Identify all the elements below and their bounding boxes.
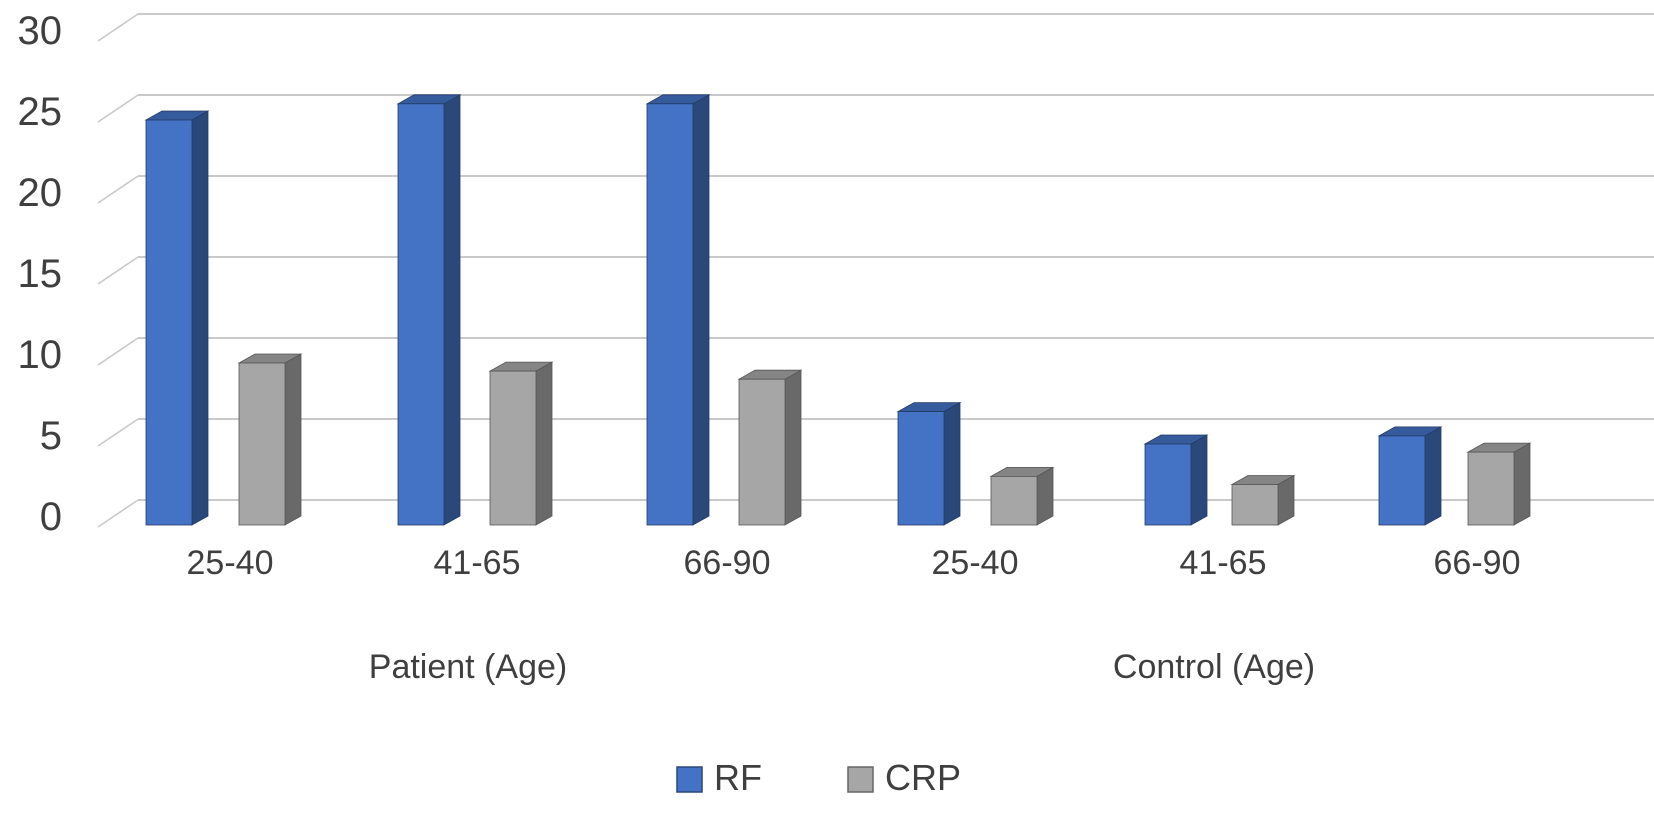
legend-swatch-crp	[847, 766, 874, 793]
bar-rf-2	[646, 103, 694, 526]
group-label: Control (Age)	[1113, 648, 1315, 686]
bar-crp-5	[1467, 451, 1515, 526]
y-axis-tick	[97, 499, 139, 528]
y-axis-tick-label: 0	[40, 495, 62, 539]
bar-crp-0	[238, 362, 286, 526]
category-label: 41-65	[434, 544, 521, 582]
y-axis-tick-label: 20	[18, 171, 63, 215]
y-axis-tick-label: 30	[18, 9, 63, 53]
bar-rf-0-side-face	[191, 110, 209, 526]
y-axis-tick-label: 25	[18, 90, 63, 134]
bar-rf-2-side-face	[692, 94, 710, 526]
legend-label-rf: RF	[714, 757, 762, 798]
bar-rf-5-side-face	[1424, 426, 1442, 526]
bar-crp-1	[489, 370, 537, 526]
bar-rf-3-side-face	[943, 401, 961, 526]
legend-swatch-rf	[676, 766, 703, 793]
bar-crp-4	[1231, 484, 1279, 526]
category-label: 25-40	[932, 544, 1019, 582]
legend-label-crp: CRP	[885, 757, 961, 798]
category-label: 66-90	[1434, 544, 1521, 582]
bar-crp-5-side-face	[1513, 442, 1531, 526]
y-axis-tick	[97, 94, 139, 123]
category-label: 25-40	[187, 544, 274, 582]
bar-crp-0-side-face	[284, 353, 302, 526]
bar-crp-3-side-face	[1036, 466, 1054, 526]
y-axis-tick-label: 10	[18, 333, 63, 377]
bar-rf-1-side-face	[443, 94, 461, 526]
bar-crp-1-side-face	[535, 361, 553, 526]
group-label: Patient (Age)	[369, 648, 567, 686]
bar-rf-1	[397, 103, 445, 526]
bar-crp-2	[738, 378, 786, 526]
category-label: 66-90	[684, 544, 771, 582]
y-axis-tick	[97, 13, 139, 42]
bar-crp-3	[990, 475, 1038, 526]
bar-rf-3	[897, 411, 945, 526]
y-axis-tick	[97, 256, 139, 285]
bar-rf-4-side-face	[1190, 434, 1208, 526]
y-axis-tick-label: 15	[18, 252, 63, 296]
y-axis-tick	[97, 337, 139, 366]
y-axis-tick	[97, 418, 139, 447]
bar-rf-5	[1378, 435, 1426, 526]
bar-rf-0	[145, 119, 193, 526]
y-axis-tick-label: 5	[40, 414, 62, 458]
y-axis-tick	[97, 175, 139, 204]
category-label: 41-65	[1180, 544, 1267, 582]
bar-crp-2-side-face	[784, 369, 802, 526]
bar-rf-4	[1144, 443, 1192, 526]
